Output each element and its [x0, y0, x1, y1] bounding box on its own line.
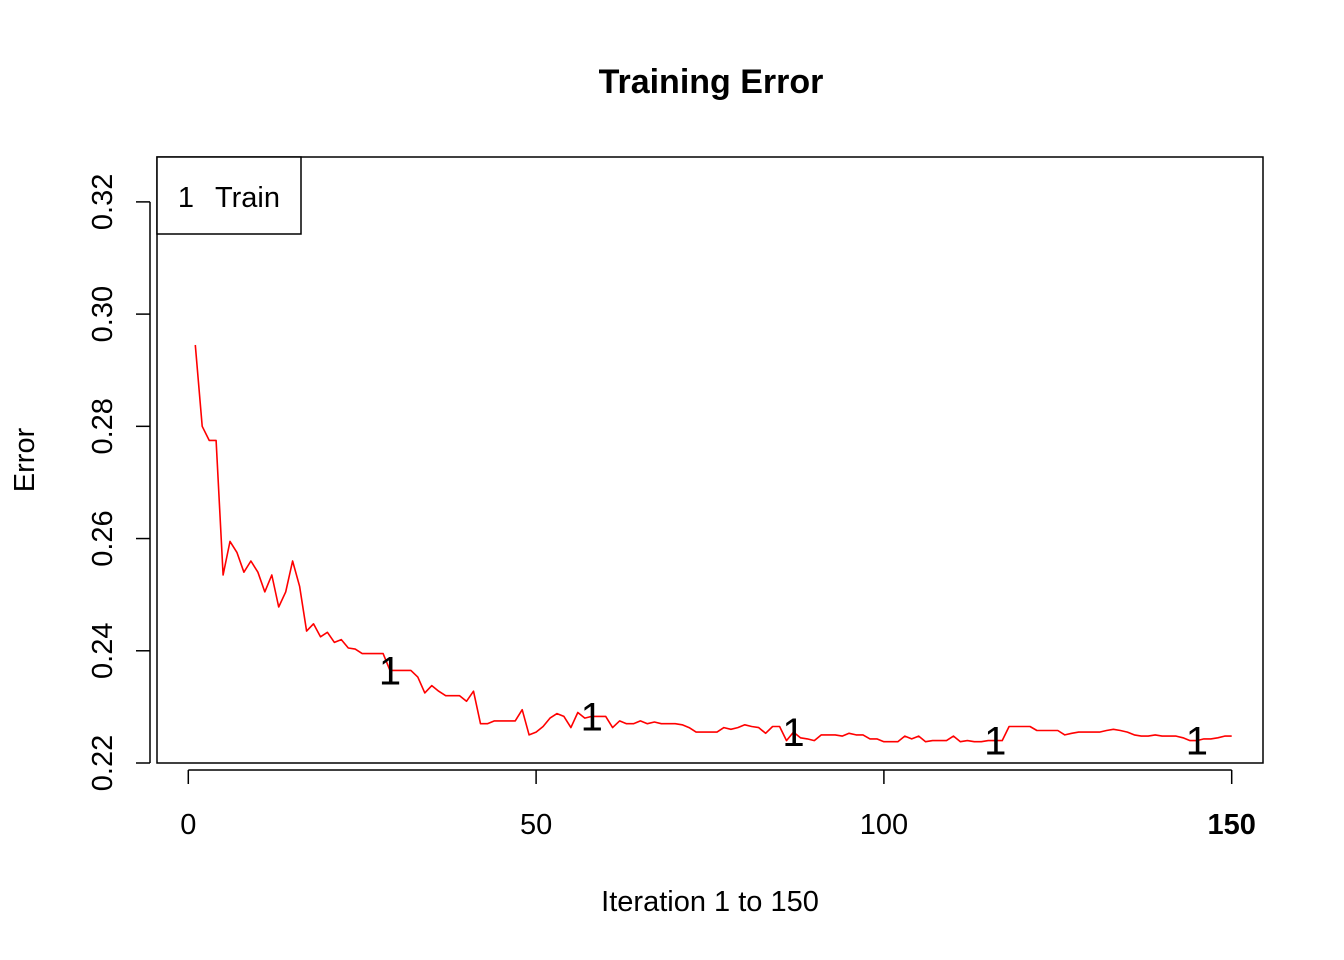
y-axis-label: Error — [9, 427, 41, 492]
x-axis: 0 50 100 150 — [180, 769, 1256, 841]
legend-box — [156, 156, 302, 235]
legend-symbol: 1 — [178, 182, 194, 214]
legend: 1 Train — [156, 156, 302, 235]
y-tick-label: 0.32 — [87, 174, 119, 230]
legend-label: Train — [215, 182, 280, 214]
y-tick-label: 0.28 — [87, 398, 119, 454]
y-tick-label: 0.26 — [87, 510, 119, 566]
x-tick-label: 150 — [1208, 809, 1256, 841]
plot-frame — [156, 156, 1264, 764]
series-marker: 1 — [581, 695, 603, 739]
chart-title: Training Error — [599, 63, 824, 101]
y-axis: 0.22 0.24 0.26 0.28 0.30 0.32 — [87, 174, 151, 791]
series-layer: 1 1 1 1 1 — [194, 344, 1232, 764]
y-tick-label: 0.22 — [87, 735, 119, 791]
series-line-train — [194, 344, 1232, 743]
x-tick-label: 100 — [860, 809, 908, 841]
series-marker: 1 — [984, 720, 1006, 764]
series-marker: 1 — [1186, 720, 1208, 764]
y-tick-label: 0.30 — [87, 286, 119, 342]
x-tick-label: 50 — [520, 809, 552, 841]
x-axis-label: Iteration 1 to 150 — [601, 886, 819, 918]
y-tick-label: 0.24 — [87, 623, 119, 679]
series-marker: 1 — [782, 711, 804, 755]
series-marker: 1 — [379, 649, 401, 693]
x-tick-label: 0 — [180, 809, 196, 841]
